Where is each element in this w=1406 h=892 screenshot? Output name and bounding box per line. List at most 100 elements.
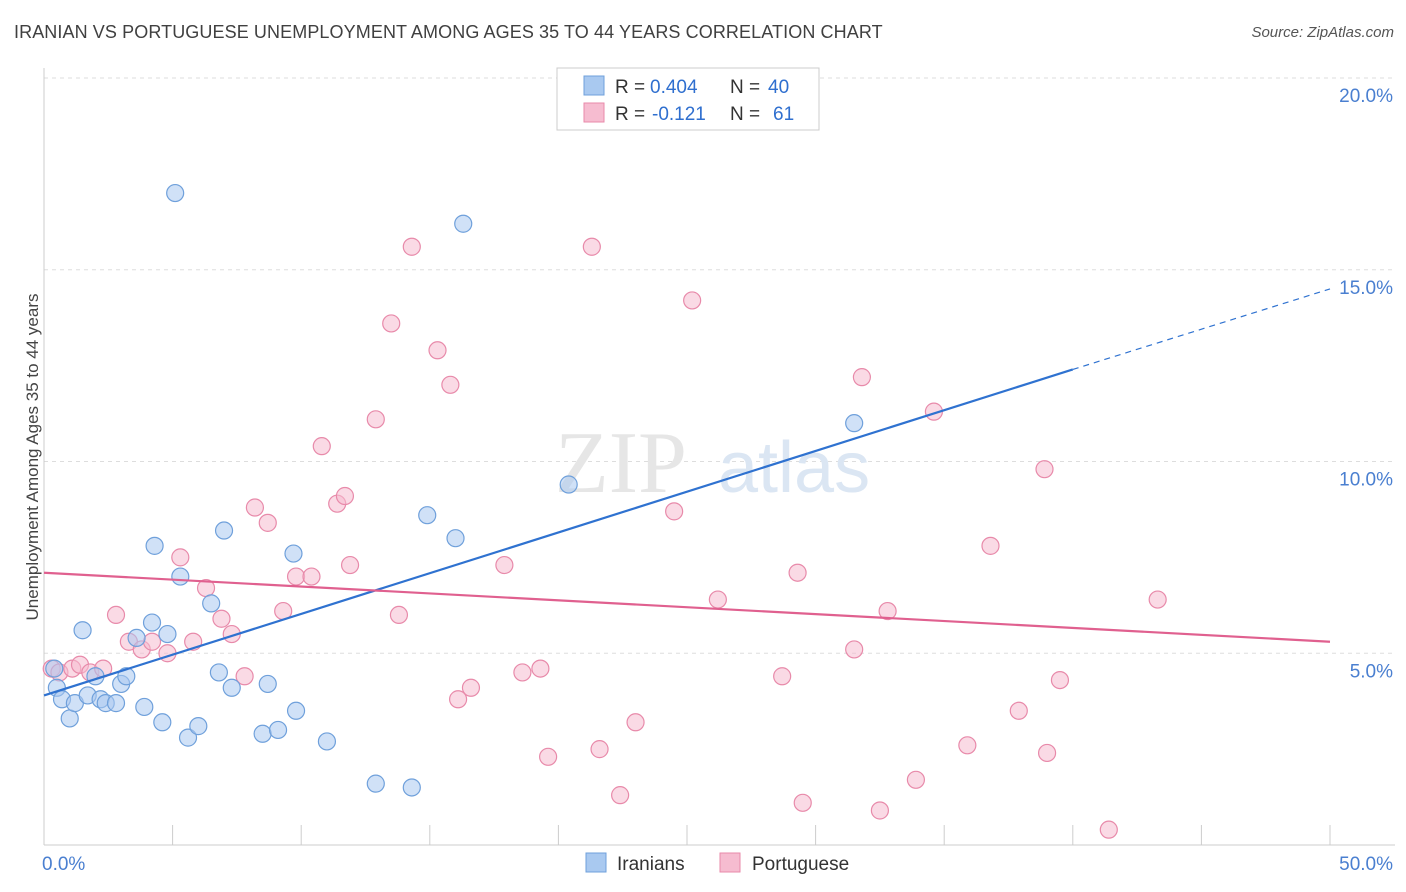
iranian-point: [142, 613, 162, 632]
gridlines: [44, 77, 1395, 654]
portuguese-point: [495, 555, 514, 575]
portuguese-point: [513, 663, 532, 682]
y-axis-label: Unemployment Among Ages 35 to 44 years: [23, 294, 42, 621]
iranian-point: [178, 728, 198, 747]
iranian-point: [366, 774, 385, 793]
portuguese-point: [428, 341, 447, 360]
axes: [43, 68, 1395, 846]
portuguese-point: [788, 563, 807, 582]
portuguese-point: [539, 747, 558, 766]
legend-swatch-iranians: [583, 75, 605, 96]
iranian-point: [214, 521, 234, 540]
legend-r-label-1: R =: [615, 77, 645, 98]
x-tick-label: 50.0%: [1339, 854, 1393, 875]
iranians-trend-extension: [1072, 288, 1331, 371]
iranian-point: [158, 624, 177, 644]
iranian-point: [286, 701, 306, 720]
source-credit: Source: ZipAtlas.com: [1251, 24, 1394, 41]
iranian-point: [60, 709, 79, 728]
iranian-point: [45, 659, 64, 678]
portuguese-point: [958, 736, 977, 755]
iranian-point: [454, 214, 473, 233]
portuguese-point: [340, 555, 360, 575]
portuguese-point: [312, 437, 331, 456]
portuguese-point: [590, 740, 609, 759]
portuguese-point: [852, 368, 871, 387]
portuguese-point: [366, 410, 385, 429]
portuguese-point: [441, 375, 460, 394]
portuguese-point: [1037, 743, 1057, 763]
portuguese-point: [142, 632, 162, 651]
iranian-point: [73, 621, 92, 640]
iranian-point: [189, 717, 208, 736]
chart-title: IRANIAN VS PORTUGUESE UNEMPLOYMENT AMONG…: [14, 22, 883, 42]
data-points: [42, 183, 1167, 839]
iranian-point: [268, 720, 288, 740]
watermark-zip: ZIP: [555, 415, 687, 512]
portuguese-point: [626, 713, 645, 732]
portuguese-point: [665, 502, 684, 521]
iranian-point: [284, 544, 303, 563]
bottom-legend-swatch-iranians: [585, 852, 607, 873]
bottom-legend-swatch-portuguese: [719, 852, 741, 873]
portuguese-point: [1009, 701, 1028, 720]
y-tick-label: 15.0%: [1339, 278, 1393, 299]
portuguese-point: [611, 786, 630, 805]
portuguese-point: [1099, 820, 1118, 839]
iranian-point: [845, 414, 864, 433]
legend-box: R = 0.404 N = 40 R = -0.121 N = 61: [556, 67, 820, 131]
iranian-point: [258, 674, 277, 694]
bottom-legend-label-portuguese: Portuguese: [752, 854, 849, 875]
trend-lines: [43, 288, 1331, 697]
portuguese-point: [382, 314, 401, 333]
iranian-point: [559, 475, 578, 494]
legend-n-value-1: 40: [768, 77, 789, 98]
portuguese-point: [981, 536, 1000, 555]
portuguese-point: [531, 659, 550, 678]
iranian-point: [317, 732, 337, 751]
bottom-legend: Iranians Portuguese: [585, 852, 849, 875]
portuguese-point: [1148, 590, 1167, 609]
portuguese-point: [878, 601, 897, 621]
portuguese-point: [461, 678, 481, 697]
iranian-point: [402, 778, 421, 797]
portuguese-point: [582, 237, 601, 256]
portuguese-point: [335, 486, 355, 506]
iranian-point: [153, 713, 172, 732]
portuguese-point: [845, 640, 864, 659]
iranian-point: [127, 628, 146, 648]
iranian-point: [135, 697, 154, 717]
iranian-point: [222, 678, 241, 697]
portuguese-point: [402, 237, 421, 256]
iranian-point: [202, 594, 221, 613]
iranian-point: [171, 567, 190, 586]
portuguese-trend-line: [43, 571, 1331, 643]
iranian-point: [166, 183, 185, 203]
portuguese-point: [793, 793, 812, 812]
iranian-point: [117, 667, 136, 686]
portuguese-point: [870, 801, 890, 820]
bottom-legend-label-iranians: Iranians: [617, 854, 685, 875]
portuguese-point: [389, 605, 409, 625]
portuguese-point: [683, 291, 702, 310]
tick-labels: 5.0% 10.0% 15.0% 20.0% 0.0% 50.0%: [42, 86, 1393, 875]
portuguese-point: [773, 667, 792, 686]
x-tick-label: 0.0%: [42, 854, 85, 875]
portuguese-point: [906, 770, 926, 789]
legend-r-label-2: R =: [615, 104, 645, 125]
iranian-point: [446, 529, 465, 548]
legend-r-value-2: -0.121: [652, 104, 706, 125]
legend-r-value-1: 0.404: [650, 77, 698, 98]
portuguese-point: [708, 590, 727, 609]
y-tick-label: 10.0%: [1339, 470, 1393, 491]
portuguese-point: [1050, 670, 1070, 690]
iranian-point: [145, 536, 164, 555]
portuguese-point: [245, 498, 265, 517]
legend-n-label-1: N =: [730, 77, 760, 98]
legend-n-label-2: N =: [730, 104, 760, 125]
portuguese-point: [171, 548, 190, 567]
legend-n-value-2: 61: [773, 104, 794, 125]
iranian-point: [418, 506, 437, 525]
portuguese-point: [302, 567, 321, 586]
iranians-trend-line: [43, 368, 1074, 697]
